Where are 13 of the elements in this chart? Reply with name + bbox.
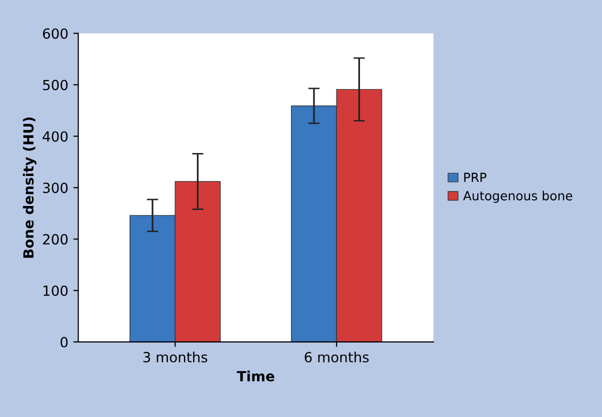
x-tick-label: 3 months xyxy=(143,352,208,362)
y-tick-label: 100 xyxy=(44,285,68,296)
y-tick-label: 300 xyxy=(43,182,68,194)
y-tick-label: 200 xyxy=(43,234,68,245)
y-tick-label: 600 xyxy=(42,28,68,39)
legend-label: Autogenous bone xyxy=(463,190,572,203)
y-tick-label: 500 xyxy=(43,80,68,90)
legend-label: PRP xyxy=(464,172,486,182)
x-axis-title: Time xyxy=(236,370,274,382)
y-tick-label: 400 xyxy=(42,131,68,142)
y-tick-label: 0 xyxy=(60,336,68,348)
y-axis-title: Bone density (HU) xyxy=(22,118,36,258)
x-tick-label: 6 months xyxy=(304,352,369,362)
